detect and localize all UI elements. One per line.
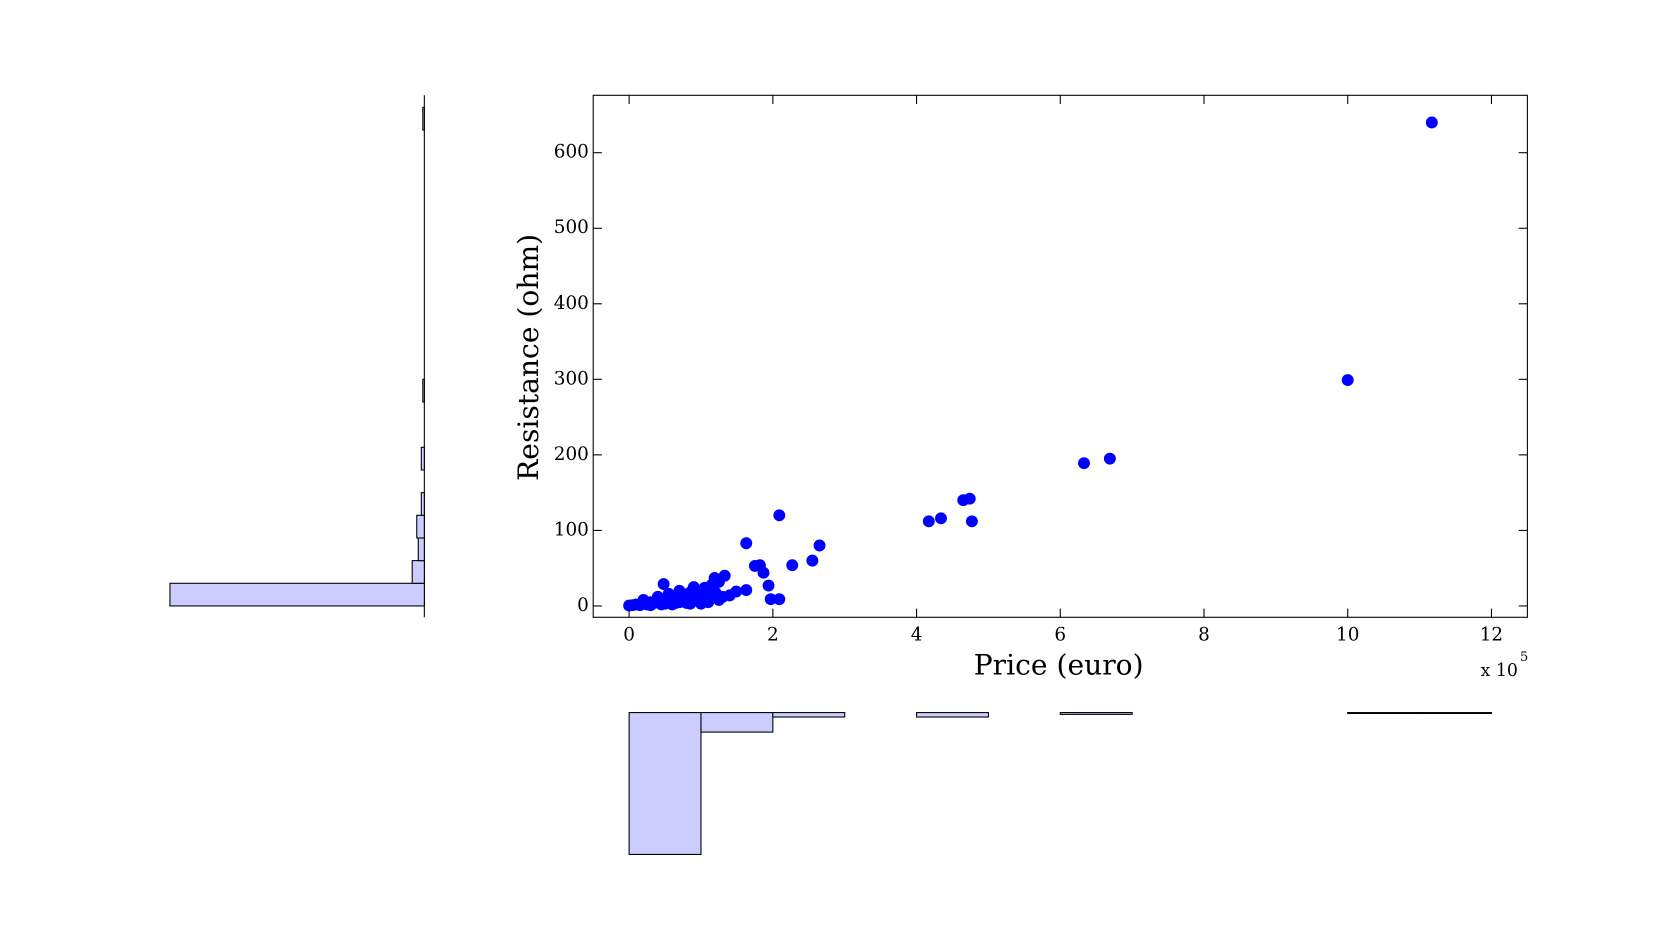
point	[673, 584, 686, 597]
x-tick-label: 8	[1198, 625, 1210, 646]
x-axis-label: Price (euro)	[974, 649, 1144, 682]
hist-bar	[411, 560, 425, 584]
point	[786, 559, 799, 572]
point	[637, 593, 650, 606]
point	[740, 537, 753, 550]
hist-bar	[422, 378, 425, 403]
y-tick-label: 200	[554, 444, 589, 465]
y-tick-label: 0	[577, 595, 589, 616]
point	[813, 539, 826, 552]
point	[922, 515, 935, 528]
hist-bar	[1059, 712, 1133, 715]
y-tick-label: 300	[554, 368, 589, 389]
x-tick-label: 10	[1336, 625, 1359, 646]
point	[740, 584, 753, 597]
y-axis-label: Resistance (ohm)	[512, 234, 545, 481]
point	[773, 509, 786, 522]
hist-bar	[1347, 712, 1421, 715]
plot-frame	[592, 94, 1528, 618]
hist-bar	[420, 446, 425, 471]
x-tick-label: 6	[1054, 625, 1066, 646]
point	[762, 579, 775, 592]
point	[1341, 374, 1354, 387]
point	[965, 515, 978, 528]
x-tick-label: 12	[1480, 625, 1503, 646]
hist-bar	[420, 492, 425, 516]
hist-bar	[916, 712, 989, 718]
hist-bar	[416, 514, 425, 539]
point	[702, 596, 715, 609]
point	[662, 587, 675, 600]
point	[806, 554, 819, 567]
y-tick-label: 100	[554, 519, 589, 540]
point	[718, 569, 731, 582]
point	[651, 590, 664, 603]
point	[764, 593, 777, 606]
point	[757, 566, 770, 579]
y-tick-label: 500	[554, 217, 589, 238]
point	[935, 512, 947, 525]
point	[657, 578, 670, 590]
point	[687, 581, 700, 594]
x-multiplier: x 10	[1481, 661, 1518, 681]
point	[1103, 452, 1116, 465]
y-tick-label: 400	[554, 293, 589, 314]
hist-bar	[772, 712, 846, 718]
point	[708, 572, 721, 584]
point	[963, 492, 976, 505]
point	[1078, 457, 1090, 470]
x-tick-label: 0	[623, 625, 635, 646]
point	[669, 596, 682, 609]
point	[1425, 116, 1438, 129]
y-tick-label: 600	[554, 142, 589, 163]
point	[684, 597, 697, 610]
point	[712, 593, 725, 606]
hist-bar	[628, 712, 702, 855]
x-tick-label: 4	[911, 625, 923, 646]
hist-bar	[1419, 712, 1492, 715]
hist-bar	[417, 537, 425, 562]
hist-bar	[169, 582, 425, 607]
hist-bar	[422, 106, 425, 131]
hist-bar	[700, 712, 774, 733]
point	[773, 593, 786, 606]
x-multiplier-exp: 5	[1520, 650, 1528, 665]
point	[730, 585, 743, 598]
x-tick-label: 2	[767, 625, 779, 646]
